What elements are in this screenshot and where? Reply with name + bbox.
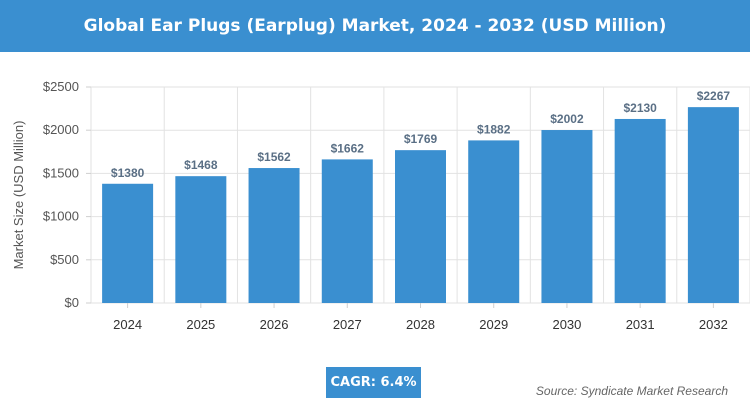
chart-header: Global Ear Plugs (Earplug) Market, 2024 … <box>0 0 750 52</box>
y-tick-label: $1000 <box>43 209 79 224</box>
data-label: $1882 <box>477 122 511 136</box>
bar-chart: $0 $500 $1000 $1500 $2000 $2500 $1380 2024 $1468… <box>11 79 750 332</box>
chart-title: Global Ear Plugs (Earplug) Market, 2024 … <box>83 16 667 36</box>
x-tick-label: 2029 <box>479 317 508 332</box>
data-label: $2130 <box>623 101 657 115</box>
data-label: $1380 <box>111 166 145 180</box>
bar <box>175 176 227 303</box>
y-tick-label: $1500 <box>43 165 79 180</box>
y-tick-label: $2500 <box>43 79 79 94</box>
data-label: $2267 <box>697 89 731 103</box>
data-label: $1769 <box>404 132 438 146</box>
x-tick-label: 2026 <box>260 317 289 332</box>
x-tick-label: 2024 <box>113 317 142 332</box>
data-label: $1562 <box>257 150 291 164</box>
x-tick-label: 2032 <box>699 317 728 332</box>
data-label: $2002 <box>550 112 584 126</box>
bar <box>468 140 520 303</box>
bar <box>614 118 666 303</box>
cagr-badge: CAGR: 6.4% <box>326 367 421 398</box>
cagr-label: CAGR: 6.4% <box>330 375 417 390</box>
bar <box>541 130 593 303</box>
y-tick-label: $0 <box>65 295 79 310</box>
source-note: Source: Syndicate Market Research <box>535 384 728 398</box>
x-tick-label: 2027 <box>333 317 362 332</box>
bar <box>102 183 154 303</box>
x-tick-label: 2025 <box>186 317 215 332</box>
bar <box>248 168 300 303</box>
bar <box>687 107 739 303</box>
y-tick-label: $500 <box>50 252 79 267</box>
bar <box>321 159 373 303</box>
x-tick-label: 2031 <box>626 317 655 332</box>
y-axis-title: Market Size (USD Million) <box>11 121 26 270</box>
bar <box>395 150 446 303</box>
y-tick-label: $2000 <box>43 122 79 137</box>
chart-area: $0 $500 $1000 $1500 $2000 $2500 $1380 2024 $1468… <box>0 70 750 340</box>
data-label: $1662 <box>331 141 365 155</box>
data-label: $1468 <box>184 158 218 172</box>
x-tick-label: 2028 <box>406 317 435 332</box>
x-tick-label: 2030 <box>552 317 581 332</box>
